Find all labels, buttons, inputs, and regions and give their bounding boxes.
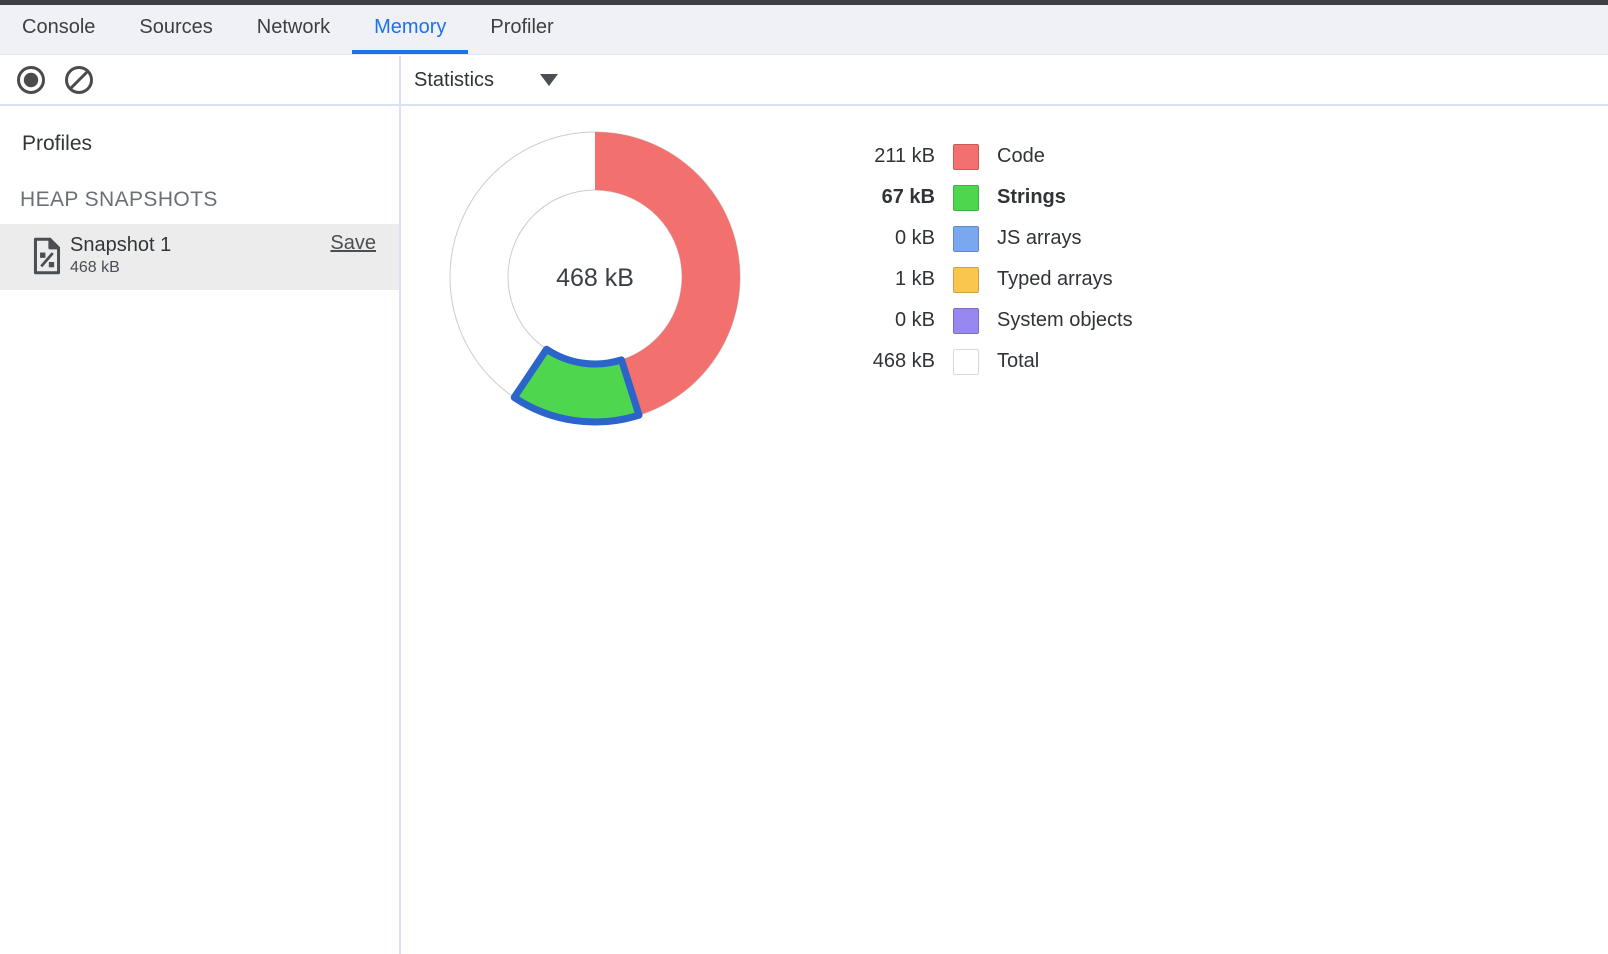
legend-value: 468 kB: [872, 350, 935, 372]
legend-swatch-icon: [953, 348, 979, 375]
perspective-select-value: Statistics: [414, 68, 495, 91]
legend-label: Typed arrays: [997, 268, 1113, 290]
legend-value: 211 kB: [874, 145, 935, 167]
legend-row-js-arrays[interactable]: 0 kB JS arrays: [760, 218, 1133, 259]
chart-legend: 211 kB Code 67 kB Strings 0 kB JS arrays 1 kB T…: [760, 136, 1133, 382]
legend-label: Total: [997, 350, 1040, 372]
legend-swatch-icon: [953, 184, 979, 211]
pie-slice-strings[interactable]: [510, 345, 643, 426]
legend-value: 0 kB: [894, 309, 935, 331]
legend-swatch-icon: [953, 143, 979, 170]
tab-sources[interactable]: Sources: [139, 16, 213, 38]
legend-swatch-icon: [953, 225, 979, 252]
legend-row-total[interactable]: 468 kB Total: [760, 341, 1133, 382]
snapshot-title: Snapshot 1: [70, 234, 172, 256]
memory-toolbar: Statistics: [0, 56, 1608, 106]
window-top-strip: [0, 0, 1608, 5]
heap-statistics-donut-chart: 468 kB: [445, 127, 745, 427]
legend-row-code[interactable]: 211 kB Code: [760, 136, 1133, 177]
tab-profiler[interactable]: Profiler: [490, 16, 554, 38]
legend-label: System objects: [997, 309, 1133, 331]
record-icon: [17, 66, 45, 94]
toolbar-left-group: [0, 56, 399, 104]
donut-center-total-label: 468 kB: [556, 264, 634, 292]
legend-value: 1 kB: [894, 268, 935, 290]
statistics-view: 468 kB 211 kB Code 67 kB Strings 0 kB JS arra…: [401, 106, 1608, 954]
clear-profiles-button[interactable]: [64, 65, 94, 95]
legend-swatch-icon: [953, 266, 979, 293]
profiles-heading: Profiles: [22, 132, 93, 155]
legend-row-strings[interactable]: 67 kB Strings: [760, 177, 1133, 218]
legend-row-system-objects[interactable]: 0 kB System objects: [760, 300, 1133, 341]
block-icon: [65, 66, 93, 94]
sidebar-item-snapshot-1[interactable]: Snapshot 1 468 kB Save: [0, 224, 399, 290]
save-snapshot-link[interactable]: Save: [330, 232, 376, 254]
legend-row-typed-arrays[interactable]: 1 kB Typed arrays: [760, 259, 1133, 300]
record-heap-snapshot-button[interactable]: [16, 65, 46, 95]
perspective-select[interactable]: Statistics: [414, 56, 559, 104]
sidebar-divider[interactable]: [399, 56, 401, 954]
legend-label: Code: [997, 145, 1045, 167]
legend-swatch-icon: [953, 307, 979, 334]
heap-snapshot-icon: [33, 237, 61, 275]
legend-label: JS arrays: [997, 227, 1082, 249]
tab-memory[interactable]: Memory: [352, 5, 469, 54]
panel-tab-bar: Console Sources Network Memory Profiler: [0, 5, 1608, 55]
snapshot-texts: Snapshot 1 468 kB: [70, 232, 171, 278]
chevron-down-icon: [540, 74, 559, 86]
legend-label: Strings: [997, 186, 1066, 208]
tab-network[interactable]: Network: [256, 16, 331, 38]
tab-console[interactable]: Console: [22, 16, 96, 38]
heap-snapshots-section-heading: HEAP SNAPSHOTS: [20, 188, 218, 211]
legend-value: 0 kB: [894, 227, 935, 249]
profiles-sidebar: Profiles HEAP SNAPSHOTS Snapshot 1 468 k…: [0, 106, 399, 954]
snapshot-size: 468 kB: [70, 259, 120, 276]
pie-slice-code[interactable]: [595, 132, 740, 416]
legend-value: 67 kB: [881, 186, 935, 208]
